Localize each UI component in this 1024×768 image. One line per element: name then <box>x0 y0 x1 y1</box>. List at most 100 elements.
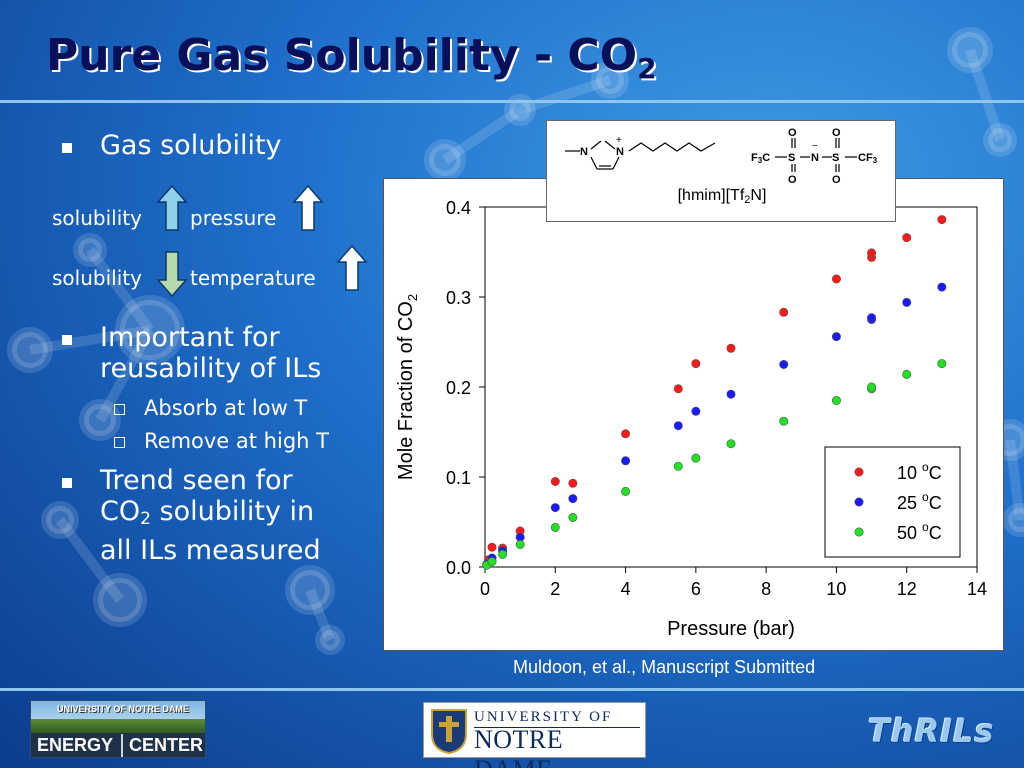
svg-text:CF3: CF3 <box>858 152 878 165</box>
x-tick-label: 4 <box>621 579 631 599</box>
legend-marker <box>854 527 864 537</box>
data-point <box>937 359 947 369</box>
data-point <box>550 476 560 486</box>
data-point <box>487 542 497 552</box>
x-tick-label: 2 <box>550 579 560 599</box>
svg-text:+: + <box>616 135 622 146</box>
y-tick-label: 0.0 <box>446 558 471 578</box>
svg-text:F3C: F3C <box>751 152 770 165</box>
relation-2-left: solubility <box>52 266 142 290</box>
sub-bullet-absorb: Absorb at low T <box>114 396 307 420</box>
bullet-trend: Trend seen for CO2 solubility in all ILs m… <box>62 465 321 566</box>
ionic-liquid-label: [hmim][Tf2N] <box>677 187 767 206</box>
data-point <box>831 396 841 406</box>
data-point <box>779 307 789 317</box>
data-point <box>568 494 578 504</box>
data-point <box>515 539 525 549</box>
scatter-chart: 0 2 4 6 8 10 12 14 0.0 0.1 0.2 0.3 0.4 Pressure (bar… <box>395 198 987 640</box>
data-point <box>487 557 497 567</box>
slide-title: Pure Gas Solubility - CO2 <box>46 30 657 85</box>
chart-legend: 10 oC 25 oC 50 oC <box>824 446 961 558</box>
x-tick-label: 8 <box>761 579 771 599</box>
x-axis-label: Pressure (bar) <box>667 618 795 640</box>
data-point <box>621 456 631 466</box>
legend-marker <box>854 497 864 507</box>
title-divider <box>0 100 1024 103</box>
data-point <box>779 360 789 370</box>
data-point <box>498 549 508 559</box>
data-point <box>867 382 877 392</box>
y-tick-label: 0.4 <box>446 198 471 218</box>
svg-text:S: S <box>788 152 795 164</box>
relation-1-right: pressure <box>190 206 277 230</box>
square-bullet-icon <box>62 335 72 345</box>
molecule-structure-icon: N N + O O O O S S <box>565 127 878 186</box>
up-arrow-icon <box>156 184 188 231</box>
legend-label: 50 oC <box>897 520 942 543</box>
data-point <box>726 439 736 449</box>
data-point <box>673 421 683 431</box>
data-point <box>726 343 736 353</box>
legend-label: 25 oC <box>897 490 942 513</box>
hollow-square-bullet-icon <box>114 437 125 448</box>
relation-1-left: solubility <box>52 206 142 230</box>
data-point <box>673 384 683 394</box>
x-tick-label: 10 <box>826 579 846 599</box>
data-point <box>937 215 947 225</box>
data-point <box>831 274 841 284</box>
data-point <box>831 332 841 342</box>
ionic-liquid-structure: N N + O O O O S S <box>546 120 896 222</box>
y-tick-label: 0.2 <box>446 378 471 398</box>
up-arrow-icon <box>292 184 324 231</box>
chart-panel: 0 2 4 6 8 10 12 14 0.0 0.1 0.2 0.3 0.4 Pressure (bar… <box>383 178 1004 651</box>
data-point <box>550 503 560 513</box>
bullet-reusability: Important for reusability of ILs <box>62 322 362 384</box>
svg-text:N: N <box>616 146 624 158</box>
citation: Muldoon, et al., Manuscript Submitted <box>513 657 816 677</box>
square-bullet-icon <box>62 143 72 153</box>
x-tick-label: 6 <box>691 579 701 599</box>
svg-text:O: O <box>788 174 797 186</box>
legend-label: 10 oC <box>897 460 942 483</box>
legend-box <box>824 446 961 558</box>
thrils-logo: ThRILs <box>868 712 995 750</box>
energy-center-logo: UNIVERSITY OF NOTRE DAME ENERGY CENTER <box>30 700 206 758</box>
data-point <box>568 478 578 488</box>
svg-text:O: O <box>788 127 797 139</box>
data-point <box>902 297 912 307</box>
y-axis-label: Mole Fraction of CO2 <box>395 294 420 480</box>
data-point <box>550 522 560 532</box>
legend-marker <box>854 467 864 477</box>
relation-2-right: temperature <box>190 266 316 290</box>
footer-divider <box>0 688 1024 691</box>
svg-text:O: O <box>832 174 841 186</box>
data-point <box>621 429 631 439</box>
x-tick-label: 14 <box>967 579 987 599</box>
data-point <box>867 313 877 323</box>
data-point <box>867 248 877 258</box>
data-point <box>691 406 701 416</box>
data-point <box>691 359 701 369</box>
data-point <box>779 416 789 426</box>
data-point <box>691 453 701 463</box>
x-tick-label: 0 <box>480 579 490 599</box>
data-point <box>902 369 912 379</box>
svg-text:N: N <box>811 152 819 164</box>
data-point <box>568 512 578 522</box>
square-bullet-icon <box>62 478 72 488</box>
notre-dame-logo: UNIVERSITY OF NOTRE DAME <box>423 702 646 768</box>
y-tick-label: 0.1 <box>446 468 471 488</box>
svg-text:−: − <box>812 141 818 152</box>
svg-text:O: O <box>832 127 841 139</box>
data-point <box>937 282 947 292</box>
data-point <box>673 461 683 471</box>
svg-text:S: S <box>832 152 839 164</box>
hollow-square-bullet-icon <box>114 404 125 415</box>
y-tick-label: 0.3 <box>446 288 471 308</box>
sub-bullet-remove: Remove at high T <box>114 429 329 453</box>
data-point <box>726 389 736 399</box>
down-arrow-icon <box>156 251 188 298</box>
university-seal-icon <box>431 709 467 754</box>
